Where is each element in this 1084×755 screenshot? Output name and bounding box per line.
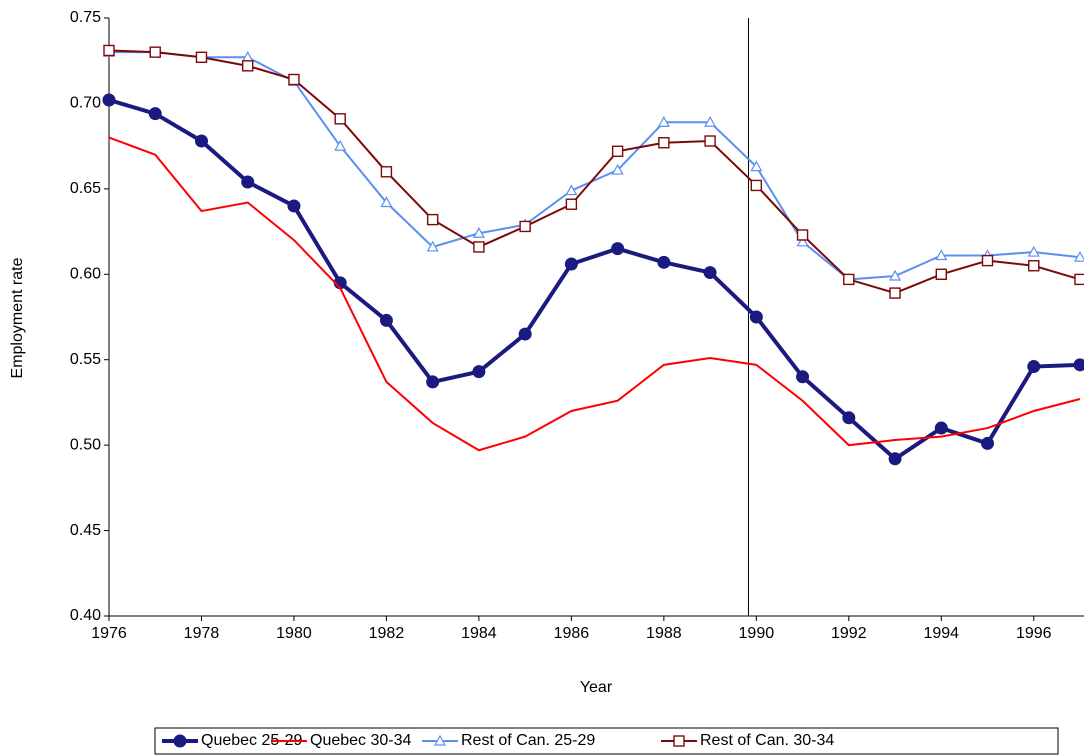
point xyxy=(287,199,301,213)
point xyxy=(288,73,300,86)
point xyxy=(426,213,439,226)
x-tick-label: 1994 xyxy=(923,625,959,642)
point xyxy=(981,254,994,267)
point xyxy=(673,735,685,747)
y-axis-label: Employment rate xyxy=(9,257,26,378)
point xyxy=(565,198,578,210)
x-tick-label: 1982 xyxy=(369,625,405,642)
point xyxy=(380,166,393,178)
point xyxy=(333,276,347,290)
x-axis-label: Year xyxy=(580,679,613,696)
point xyxy=(102,93,116,107)
point xyxy=(935,249,948,261)
x-tick-label: 1996 xyxy=(1016,625,1052,642)
point xyxy=(518,327,532,341)
point xyxy=(657,255,671,269)
point xyxy=(843,273,855,286)
point xyxy=(935,268,947,280)
legend-label: Rest of Can. 25-29 xyxy=(461,732,595,749)
point xyxy=(565,184,578,196)
line xyxy=(108,49,1081,295)
point xyxy=(796,229,809,241)
point xyxy=(796,235,809,247)
point xyxy=(173,734,187,748)
point xyxy=(242,60,254,72)
point xyxy=(750,179,763,192)
point xyxy=(889,287,901,299)
y-tick-label: 0.65 xyxy=(70,180,101,197)
point xyxy=(750,160,763,172)
point xyxy=(334,139,347,151)
y-tick-label: 0.45 xyxy=(70,522,101,539)
point xyxy=(1073,250,1084,262)
point xyxy=(433,734,447,746)
point xyxy=(426,375,440,389)
line xyxy=(108,98,1081,462)
point xyxy=(241,175,255,189)
point xyxy=(842,411,856,425)
y-tick-label: 0.50 xyxy=(70,436,101,453)
point xyxy=(888,452,902,466)
point xyxy=(749,310,763,324)
x-tick-label: 1978 xyxy=(184,625,220,642)
point xyxy=(1027,245,1040,257)
point xyxy=(379,313,393,327)
point xyxy=(981,436,995,450)
point xyxy=(564,257,578,271)
x-tick-label: 1986 xyxy=(554,625,590,642)
y-tick-label: 0.55 xyxy=(70,351,101,368)
legend-label: Quebec 25-29 xyxy=(201,732,303,749)
x-tick-label: 1984 xyxy=(461,625,497,642)
point xyxy=(658,137,670,149)
point xyxy=(934,421,948,435)
point xyxy=(380,196,393,208)
point xyxy=(704,115,717,127)
y-tick-label: 0.70 xyxy=(70,95,101,112)
x-tick-label: 1988 xyxy=(646,625,682,642)
point xyxy=(1074,273,1084,286)
point xyxy=(1073,358,1084,372)
point xyxy=(148,107,162,121)
point xyxy=(194,134,208,148)
point xyxy=(519,220,531,233)
y-tick-label: 0.60 xyxy=(70,266,101,283)
point xyxy=(889,269,902,281)
y-tick-label: 0.40 xyxy=(70,607,101,624)
point xyxy=(611,145,624,157)
legend-label: Rest of Can. 30-34 xyxy=(700,732,834,749)
x-tick-label: 1980 xyxy=(276,625,312,642)
point xyxy=(1028,260,1040,272)
point xyxy=(704,135,716,147)
point xyxy=(472,365,486,379)
point xyxy=(472,227,485,238)
point xyxy=(149,46,161,58)
line xyxy=(108,136,1081,452)
point xyxy=(473,241,485,253)
point xyxy=(703,266,717,280)
point xyxy=(334,113,346,125)
y-tick-label: 0.75 xyxy=(70,9,101,26)
point xyxy=(426,240,439,252)
point xyxy=(611,163,624,175)
point xyxy=(1027,360,1041,374)
point xyxy=(611,242,625,256)
x-tick-label: 1976 xyxy=(91,625,127,642)
point xyxy=(796,370,810,384)
point xyxy=(657,115,670,127)
x-tick-label: 1992 xyxy=(831,625,867,642)
line xyxy=(109,51,1081,281)
x-tick-label: 1990 xyxy=(739,625,775,642)
legend-label: Quebec 30-34 xyxy=(310,732,412,749)
point xyxy=(195,51,208,63)
point xyxy=(103,44,115,57)
